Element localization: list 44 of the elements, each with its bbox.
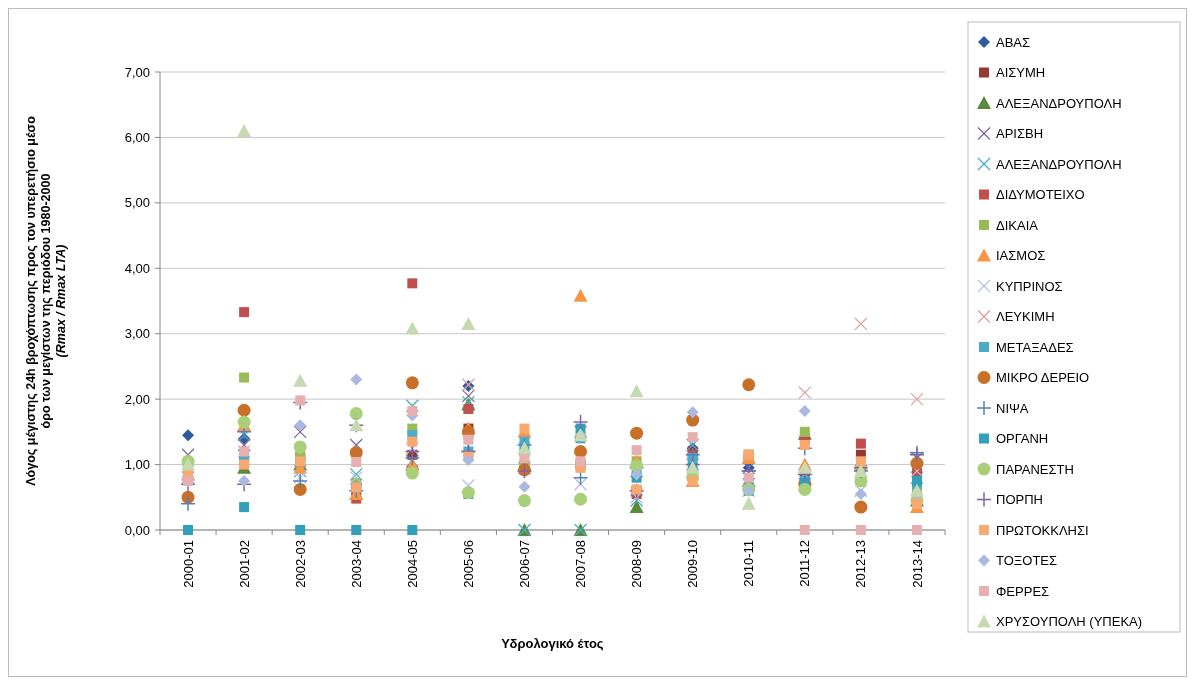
legend-label: ΑΛΕΞΑΝΔΡΟΥΠΟΛΗ [996,95,1122,111]
legend-label: ΠΑΡΑΝΕΣΤΗ [996,461,1074,477]
y-tick-label: 6,00 [124,129,150,145]
legend-label: ΜΙΚΡΟ ΔΕΡΕΙΟ [996,370,1090,386]
x-tick-label: 2006-07 [517,540,533,588]
y-tick-label: 0,00 [124,522,150,538]
x-tick-label: 2001-02 [236,540,252,588]
y-tick-label: 3,00 [124,326,150,342]
x-tick-label: 2008-09 [629,540,645,588]
legend-label: ΔΙΚΑΙΑ [996,217,1039,233]
x-tick-label: 2013-14 [909,540,925,588]
legend-label: ΑΙΣΥΜΗ [996,65,1046,81]
legend-label: ΟΡΓΑΝΗ [996,431,1049,447]
x-tick-label: 2002-03 [292,540,308,588]
y-tick-label: 1,00 [124,457,150,473]
legend-label: ΑΒΑΣ [996,34,1031,50]
x-tick-label: 2003-04 [348,540,364,588]
legend-label: ΠΡΩΤΟΚΚΛΗΣΙ [996,522,1089,538]
y-tick-label: 4,00 [124,260,150,276]
legend-label: ΠΟΡΠΗ [996,492,1043,508]
x-tick-label: 2005-06 [460,540,476,588]
legend-label: ΤΟΞΟΤΕΣ [996,553,1058,569]
y-tick-label: 7,00 [124,64,150,80]
x-tick-label: 2007-08 [573,540,589,588]
x-tick-label: 2004-05 [404,540,420,588]
legend-label: ΑΡΙΣΒΗ [996,126,1044,142]
x-tick-label: 2012-13 [853,540,869,588]
x-tick-label: 2000-01 [180,540,196,588]
legend-label: ΦΕΡΡΕΣ [996,583,1050,599]
legend-label: ΑΛΕΞΑΝΔΡΟΥΠΟΛΗ [996,156,1122,172]
legend-label: ΔΙΔΥΜΟΤΕΙΧΟ [996,187,1085,203]
legend-label: ΛΕΥΚΙΜΗ [996,309,1055,325]
legend-label: ΝΙΨΑ [996,400,1029,416]
legend-label: ΜΕΤΑΞΑΔΕΣ [996,339,1074,355]
y-tick-label: 5,00 [124,195,150,211]
x-tick-label: 2009-10 [685,540,701,588]
x-tick-label: 2011-12 [797,540,813,587]
y-tick-label: 2,00 [124,391,150,407]
legend-label: ΙΑΣΜΟΣ [996,248,1046,264]
x-axis-title: Υδρολογικό έτος [501,636,604,651]
legend-label: ΧΡΥΣΟΥΠΟΛΗ (ΥΠΕΚΑ) [996,614,1143,630]
y-axis-title: Λόγος μέγιστης 24h βροχόπτωσης προς τον υπερετήσιο μέσο όρο των μεγίστων της περιόδου 1980-2000 (Rmax / Rmax LTA) [24,115,68,486]
x-tick-label: 2010-11 [741,540,757,587]
legend-label: ΚΥΠΡΙΝΟΣ [996,278,1063,294]
